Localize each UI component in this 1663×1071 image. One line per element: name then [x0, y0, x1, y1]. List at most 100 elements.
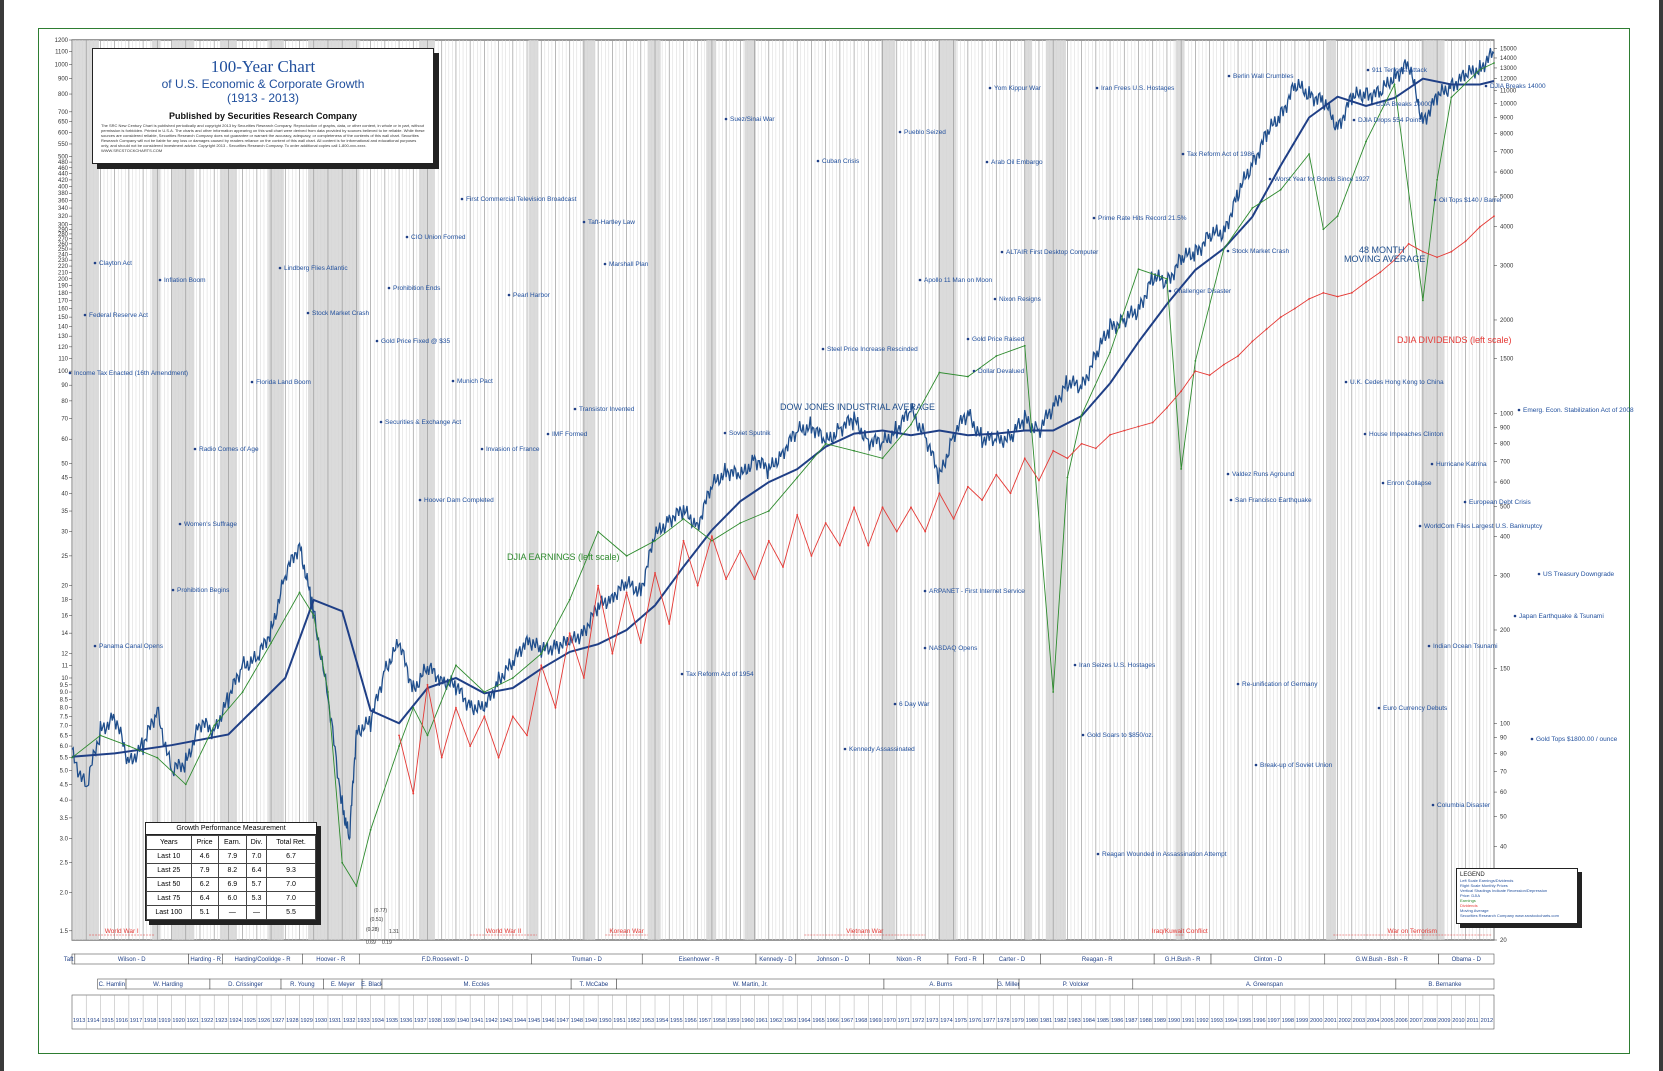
cell: 9.3: [266, 863, 316, 878]
annotation-label: ARPANET - First Internet Service: [929, 588, 1025, 595]
right-tick-label: 4000: [1500, 225, 1514, 231]
right-tick-label: 600: [1500, 480, 1511, 486]
annotation-label: Iran Seizes U.S. Hostages: [1079, 662, 1156, 669]
series-point: [668, 623, 671, 625]
president-label: Johnson - D: [817, 957, 850, 963]
right-tick-label: 80: [1500, 751, 1507, 757]
left-tick-label: 600: [58, 130, 69, 136]
growth-table-grid: Years Price Earn. Div. Total Ret. Last 1…: [146, 835, 316, 920]
year-label: 1956: [684, 1018, 696, 1024]
year-label: 1960: [741, 1018, 753, 1024]
series-point: [1137, 268, 1140, 271]
annotation-dot: [923, 646, 927, 650]
year-row: 1913 1914 1915 1916 1917 1918 1919 1920 1921 1922…: [71, 994, 1495, 1030]
annotation-label: Euro Currency Debuts: [1383, 705, 1448, 712]
left-tick-label: 4.5: [60, 782, 69, 788]
annotation-dot: [1381, 481, 1385, 485]
cell: Last 50: [146, 877, 192, 892]
growth-table-caption: Growth Performance Measurement: [146, 823, 316, 835]
right-tick-label: 7000: [1500, 149, 1514, 155]
annotation-dot: [680, 672, 684, 676]
recession-band: [647, 40, 661, 940]
series-point: [1208, 374, 1211, 377]
growth-table: Growth Performance Measurement Years Pri…: [145, 822, 317, 921]
annotation-dot: [1513, 614, 1517, 618]
col-header: Years: [146, 835, 192, 850]
series-point: [1194, 359, 1197, 362]
right-tick-label: 60: [1500, 790, 1507, 796]
left-tick-label: 460: [58, 166, 69, 172]
annotation-dot: [821, 347, 825, 351]
year-label: 1969: [869, 1018, 881, 1024]
right-tick-label: 13000: [1500, 66, 1517, 72]
annotation-label: Valdez Runs Aground: [1232, 471, 1295, 478]
annotation-dot: [178, 522, 182, 526]
year-label: 1923: [215, 1018, 227, 1024]
series-point: [71, 756, 73, 759]
president-label: Obama - D: [1452, 957, 1482, 963]
left-tick-label: 8.0: [60, 706, 69, 712]
year-label: 1957: [699, 1018, 711, 1024]
series-point: [1336, 215, 1339, 218]
left-tick-label: 5.0: [60, 768, 69, 774]
series-point: [796, 476, 799, 479]
series-point: [1308, 297, 1311, 300]
col-header: Price: [190, 835, 219, 850]
recession-band: [72, 40, 100, 940]
series-point: [270, 642, 272, 644]
annotation-dot: [923, 589, 927, 593]
left-tick-label: 130: [58, 334, 69, 340]
cell: 5.7: [246, 877, 268, 892]
fed-chair-cell: [1395, 978, 1495, 990]
left-tick-label: 3.0: [60, 836, 69, 842]
left-tick-label: 120: [58, 345, 69, 351]
annotation-label: U.K. Cedes Hong Kong to China: [1350, 379, 1444, 386]
annotation-dot: [1352, 118, 1356, 122]
president-label: Ford - R: [955, 957, 978, 963]
year-label: 2004: [1367, 1018, 1379, 1024]
annotation-dot: [966, 337, 970, 341]
annotation-dot: [1254, 763, 1258, 767]
fed-chair-label: B. Bernanke: [1428, 982, 1462, 988]
year-label: 1920: [172, 1018, 184, 1024]
series-point: [1052, 449, 1055, 452]
president-label: Kennedy - D: [759, 957, 793, 963]
series-point: [1023, 457, 1026, 460]
series-point: [739, 549, 742, 552]
year-label: 1948: [571, 1018, 583, 1024]
left-tick-label: 480: [58, 160, 69, 166]
series-point: [952, 517, 955, 520]
right-tick-label: 3000: [1500, 263, 1514, 269]
series-point: [1393, 259, 1396, 262]
annotation-dot: [193, 447, 197, 451]
annotation-dot: [1095, 86, 1099, 90]
growth-table-header: Years Price Earn. Div. Total Ret.: [146, 835, 316, 850]
annotation-label: Indian Ocean Tsunami: [1433, 643, 1498, 650]
series-point: [1080, 414, 1083, 416]
left-tick-label: 1200: [55, 38, 69, 44]
series-point: [910, 506, 912, 509]
president-row: Taft - R Wilson - D Harding - R Harding/Coo…: [64, 953, 1495, 965]
cell: 6.2: [190, 877, 219, 892]
series-point: [497, 756, 500, 759]
right-tick-label: 9000: [1500, 115, 1514, 121]
annotation-dot: [1073, 663, 1077, 667]
right-tick-label: 11000: [1500, 88, 1517, 94]
left-tick-label: 110: [58, 356, 68, 362]
left-tick-label: 12: [61, 652, 68, 658]
year-label: 1994: [1225, 1018, 1237, 1024]
annotation-dot: [93, 261, 97, 265]
dividends-label: DJIA DIVIDENDS (left scale): [1397, 335, 1512, 345]
left-tick-label: 700: [58, 110, 69, 116]
left-tick-label: 5.5: [60, 756, 69, 762]
series-point: [867, 544, 870, 547]
series-point: [1450, 96, 1453, 99]
annotation-dot: [723, 431, 727, 435]
annotation-dot: [1229, 498, 1233, 502]
cell: 7.0: [266, 891, 316, 906]
series-point: [924, 530, 927, 533]
annotation-dot: [278, 266, 282, 270]
year-label: 1996: [1253, 1018, 1265, 1024]
annotation-label: Florida Land Boom: [256, 379, 311, 386]
left-tick-label: 420: [58, 178, 69, 184]
